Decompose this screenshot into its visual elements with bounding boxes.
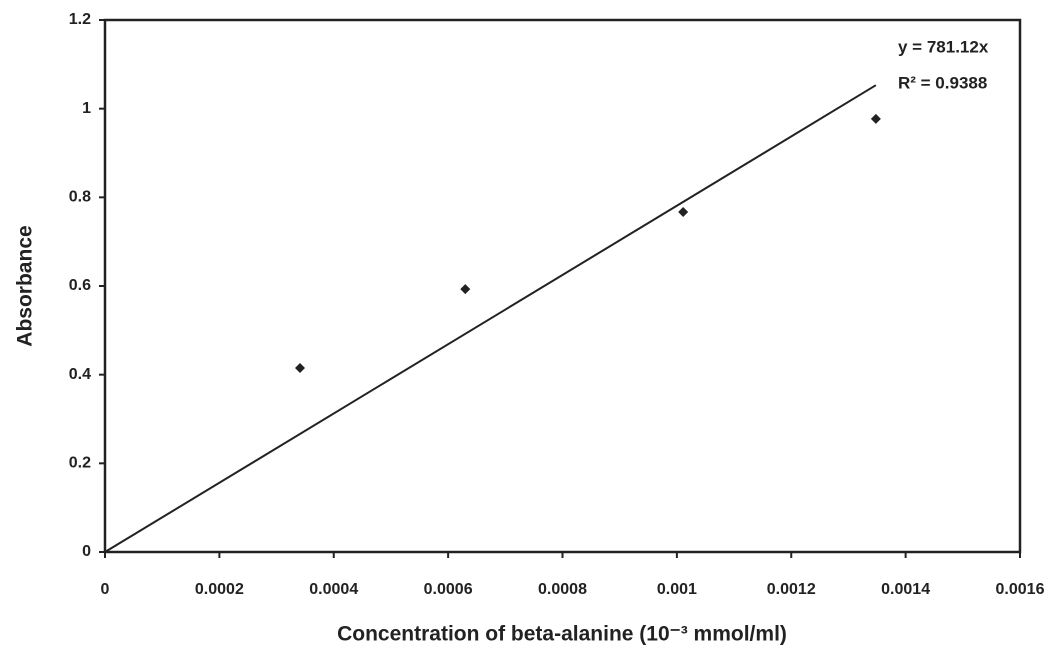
x-tick-label: 0.0016 [996,581,1045,598]
x-tick-label: 0.001 [657,581,697,598]
point [295,363,306,374]
y-tick-label: 0.6 [69,277,91,294]
x-tick-label: 0.0006 [424,581,473,598]
x-tick-label: 0.0004 [309,581,358,598]
trend-r-squared: R² = 0.9388 [898,73,987,92]
y-tick-label: 0.2 [69,455,91,472]
y-tick-label: 0 [82,543,91,560]
x-tick-label: 0.0012 [767,581,816,598]
point [678,206,689,217]
point [870,113,881,124]
y-axis-title: Absorbance [14,225,37,346]
point [460,284,471,295]
x-axis-title: Concentration of beta-alanine (10⁻³ mmol… [337,623,787,646]
y-tick-label: 0.8 [69,189,91,206]
y-tick-label: 1 [82,100,91,117]
y-tick-label: 1.2 [69,11,91,28]
y-tick-label: 0.4 [69,366,91,383]
x-tick-label: 0.0002 [195,581,244,598]
x-tick-label: 0 [101,581,110,598]
x-tick-label: 0.0014 [881,581,930,598]
trendline [104,84,877,553]
x-tick-label: 0.0008 [538,581,587,598]
trend-equation: y = 781.12x [898,37,989,56]
